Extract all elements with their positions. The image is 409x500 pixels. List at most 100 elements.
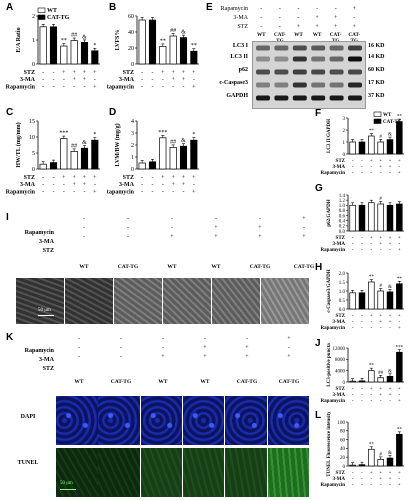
treatment-sign: + [370, 387, 373, 392]
treatment-sign: + [333, 24, 338, 30]
y-tick-label: 1.0 [339, 204, 346, 209]
treatment-sign: + [161, 70, 165, 76]
significance-mark: & [181, 30, 186, 36]
treatment-sign: - [361, 477, 363, 482]
significance-mark: & [388, 451, 392, 456]
blot-band-label: GAPDH [226, 93, 248, 99]
blot-row-label-rapamycin: Rapamycin [220, 6, 248, 12]
treatment-sign: + [370, 159, 373, 164]
treatment-sign: + [72, 70, 76, 76]
significance-mark: & [388, 369, 392, 374]
treatment-sign: + [171, 77, 175, 83]
bar [349, 141, 356, 155]
treatment-sign: - [352, 393, 354, 398]
treatment-sign: - [361, 326, 363, 331]
treatment-sign: + [72, 77, 76, 83]
y-axis-label: LVM/BW (mg/g) [114, 123, 121, 166]
treatment-sign: - [78, 354, 80, 360]
bar [49, 162, 58, 170]
treatment-sign: + [93, 70, 97, 76]
i-scalebar-label: 50 μm [38, 308, 51, 313]
treatment-sign: + [379, 314, 382, 319]
treatment-sign: + [214, 225, 218, 231]
y-tick-label: 20 [128, 46, 134, 52]
treatment-sign: + [192, 84, 196, 90]
treatment-sign: + [379, 236, 382, 241]
bar [368, 370, 375, 383]
treatment-sign: - [352, 159, 354, 164]
treatment-sign: - [278, 24, 281, 30]
treatment-sign: - [316, 6, 319, 12]
treatment-sign: - [389, 399, 391, 404]
treatment-sign: - [370, 242, 372, 247]
bar [368, 281, 375, 310]
group-label: CAT-TG [110, 379, 132, 385]
treatment-sign: - [53, 182, 55, 188]
y-tick-label: 0.2 [339, 225, 346, 230]
y-axis-label: p62/GAPDH [327, 199, 332, 226]
significance-mark: ** [191, 43, 197, 49]
treatment-sign: + [389, 242, 392, 247]
treatment-sign: - [141, 189, 143, 195]
treatment-sign: - [398, 477, 400, 482]
y-tick-label: 20 [340, 456, 346, 461]
treatment-sign: - [334, 6, 337, 12]
treatment-sign: - [380, 399, 382, 404]
significance-mark: & [388, 285, 392, 290]
treatment-sign: + [379, 242, 382, 247]
y-tick-label: 15 [29, 119, 35, 125]
treatment-sign: + [83, 70, 87, 76]
treatment-sign: - [352, 242, 354, 247]
significance-mark: *** [59, 131, 68, 137]
y-axis-label: HW/TL (mg/mm) [15, 122, 22, 167]
treatment-sign: - [370, 165, 372, 170]
treatment-sign: + [379, 471, 382, 476]
treatment-sign: + [258, 234, 262, 240]
y-tick-label: 2 [343, 129, 346, 134]
treatment-sign: - [361, 471, 363, 476]
treatment-sign: - [94, 182, 96, 188]
bar [368, 448, 375, 467]
treatment-sign: + [245, 354, 249, 360]
bar [70, 40, 78, 65]
blot-band [274, 95, 289, 101]
panel-letter-a: A [6, 2, 14, 13]
treatment-sign: - [380, 248, 382, 253]
bar [190, 50, 198, 65]
treatment-sign: - [278, 15, 281, 21]
k-row-label-rapamycin: Rapamycin [24, 348, 54, 354]
y-tick-label: 40 [340, 447, 346, 452]
significance-mark: & [82, 140, 87, 146]
bar [349, 464, 356, 467]
bar [358, 204, 366, 232]
treatment-sign: + [379, 387, 382, 392]
significance-mark: # [379, 135, 382, 140]
y-tick-label: 10 [29, 135, 35, 141]
group-label: CAT-TG [117, 264, 139, 270]
treatment-sign: + [245, 345, 249, 351]
treatment-sign: + [379, 393, 382, 398]
i-scalebar [38, 315, 54, 316]
panel-letter-j: J [315, 338, 321, 349]
treatment-sign: + [171, 182, 175, 188]
significance-mark: & [82, 34, 87, 40]
treatment-sign: - [141, 77, 143, 83]
y-tick-label: 60 [340, 438, 346, 443]
treatment-sign: + [182, 70, 186, 76]
bar [368, 202, 375, 232]
treatment-sign: - [352, 248, 354, 253]
blot-band [329, 95, 344, 101]
y-tick-label: 1.2 [339, 199, 346, 204]
treatment-sign: + [370, 471, 373, 476]
treatment-sign: - [370, 393, 372, 398]
treatment-sign: + [389, 159, 392, 164]
treatment-sign: - [171, 216, 173, 222]
treatment-sign: - [162, 182, 164, 188]
bar [349, 380, 356, 383]
bar [349, 204, 356, 232]
bar [358, 292, 366, 310]
group-label: WT [158, 379, 168, 385]
treatment-sign: - [398, 320, 400, 325]
